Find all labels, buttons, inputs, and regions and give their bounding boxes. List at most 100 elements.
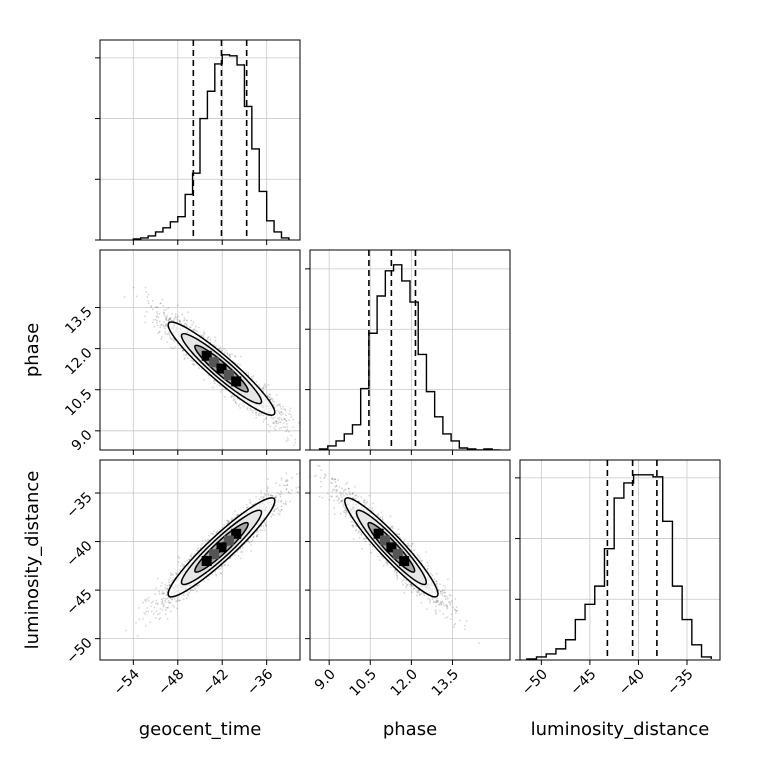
sample-point — [255, 411, 257, 414]
sample-point — [187, 594, 190, 597]
sample-point — [219, 384, 221, 387]
sample-point — [234, 401, 237, 404]
sample-point — [196, 330, 198, 333]
sample-point — [232, 399, 235, 402]
sample-point — [203, 580, 206, 582]
sample-point — [171, 312, 174, 315]
sample-point — [203, 332, 206, 335]
sample-point — [154, 593, 157, 596]
sample-point — [273, 510, 276, 512]
sample-point — [256, 534, 258, 537]
sample-point — [183, 354, 185, 356]
sample-point — [295, 487, 298, 489]
sample-point — [174, 316, 177, 319]
sample-point — [274, 496, 277, 498]
sample-point — [277, 507, 279, 509]
sample-point — [166, 341, 169, 343]
sample-point — [278, 493, 281, 496]
sample-point — [260, 492, 263, 495]
sample-point — [194, 587, 197, 590]
sample-point — [237, 555, 240, 558]
sample-point — [230, 517, 233, 520]
sample-point — [192, 360, 194, 363]
sample-point — [160, 302, 163, 304]
sample-point — [165, 317, 168, 319]
sample-point — [144, 613, 147, 616]
sample-point — [176, 599, 179, 601]
sample-point — [176, 318, 179, 321]
sample-point — [247, 372, 250, 374]
sample-point — [290, 413, 292, 416]
sample-point — [183, 316, 186, 319]
sample-point — [275, 409, 278, 412]
sample-point — [161, 591, 164, 593]
sample-point — [162, 597, 165, 600]
sample-point — [269, 398, 272, 401]
sample-point — [167, 307, 170, 309]
sample-point — [132, 286, 135, 289]
sample-point — [163, 312, 165, 314]
sample-point — [172, 339, 175, 342]
sample-point — [285, 480, 288, 483]
sample-point — [145, 291, 148, 294]
sample-point — [170, 573, 173, 576]
sample-point — [147, 302, 150, 305]
sample-point — [267, 493, 269, 495]
sample-point — [178, 319, 181, 322]
sample-point — [215, 574, 218, 577]
sample-point — [275, 394, 278, 396]
sample-point — [230, 395, 233, 398]
sample-point — [180, 322, 183, 325]
sample-point — [297, 421, 300, 424]
sample-point — [165, 317, 167, 320]
sample-point — [232, 396, 235, 399]
sample-point — [151, 308, 154, 311]
sample-point — [221, 388, 224, 391]
sample-point — [185, 354, 187, 356]
sample-point — [166, 618, 169, 620]
sample-point — [274, 508, 276, 511]
sample-point — [291, 477, 293, 479]
sample-point — [265, 418, 267, 420]
sample-point — [147, 610, 150, 613]
sample-point — [159, 302, 162, 305]
sample-point — [212, 386, 215, 389]
sample-point — [158, 618, 161, 620]
sample-point — [272, 422, 274, 424]
sample-point — [175, 600, 178, 603]
sample-point — [206, 336, 209, 339]
sample-point — [170, 337, 172, 340]
sample-point — [197, 584, 199, 587]
sample-point — [279, 490, 282, 493]
sample-point — [194, 329, 197, 332]
sample-point — [272, 398, 274, 400]
sample-point — [202, 331, 205, 334]
sample-point — [197, 326, 200, 329]
sample-point — [153, 325, 156, 328]
sample-point — [268, 396, 271, 398]
sample-point — [179, 569, 181, 571]
sample-point — [233, 355, 236, 357]
sample-point — [269, 393, 272, 396]
sample-point — [275, 497, 278, 499]
sample-point — [143, 612, 146, 614]
sample-point — [156, 311, 158, 313]
sample-point — [262, 496, 264, 498]
sample-point — [258, 412, 261, 414]
sample-point — [293, 444, 296, 446]
sample-point — [199, 547, 202, 549]
sample-point — [144, 599, 146, 601]
sample-point — [198, 367, 200, 369]
sample-point — [166, 333, 169, 336]
sample-point — [223, 524, 226, 526]
sample-point — [280, 500, 282, 503]
sample-point — [266, 485, 269, 488]
sample-point — [286, 479, 289, 482]
sample-point — [260, 489, 262, 492]
sample-point — [158, 612, 161, 615]
sample-point — [182, 598, 185, 601]
sample-point — [164, 332, 167, 335]
sample-point — [285, 430, 287, 433]
sample-point — [193, 329, 196, 331]
sample-point — [175, 573, 178, 576]
